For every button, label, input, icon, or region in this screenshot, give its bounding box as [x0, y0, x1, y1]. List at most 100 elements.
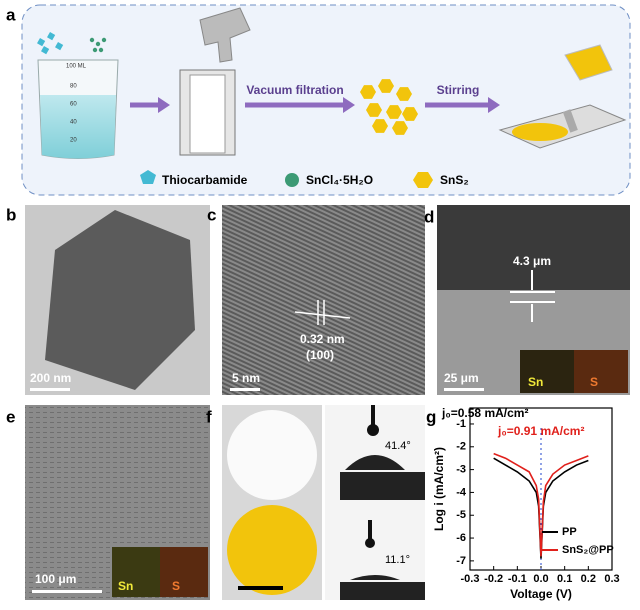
angle-text: 41.4° [385, 440, 411, 452]
plane-text: (100) [306, 348, 334, 362]
element-text: Sn [118, 579, 133, 593]
arrow [488, 97, 500, 113]
flake [392, 121, 408, 135]
annotation: j₀=0.58 mA/cm² [441, 406, 528, 420]
x-tick-label: 0.2 [581, 573, 596, 585]
crystal [41, 46, 50, 55]
scale-bar [238, 586, 283, 590]
y-tick-label: -2 [456, 441, 466, 453]
beaker-mark: 100 ML [66, 64, 87, 70]
funnel [199, 7, 251, 63]
thickness-text: 4.3 μm [513, 254, 551, 268]
contact-angle-images [325, 405, 425, 600]
slurry [512, 123, 568, 141]
crystal [95, 41, 101, 47]
crystal [92, 47, 98, 53]
arrow [158, 97, 170, 113]
panel-label: e [6, 407, 15, 426]
sns2-sheet [45, 210, 195, 390]
crystal [101, 37, 107, 43]
panel-a-frame [21, 4, 631, 196]
y-tick-label: -4 [456, 486, 467, 498]
series-line [493, 452, 589, 557]
sns2-disc [227, 505, 317, 595]
crystal [47, 32, 56, 41]
blade [562, 109, 578, 133]
flake [378, 79, 394, 93]
thickness-marker [510, 270, 555, 322]
step-label: Vacuum filtration [246, 83, 343, 97]
x-tick-label: 0.3 [604, 573, 619, 585]
flake [396, 87, 412, 101]
arrow [343, 97, 355, 113]
element-text: Sn [528, 375, 543, 389]
crystal [98, 47, 104, 53]
crystal [89, 37, 95, 43]
chart-g: -0.3 -0.2 -0.1 0.0 0.1 0.2 0.3 -1 -2 -3 -4 -5 -6 -7 Vo… [432, 406, 619, 601]
pp-disc [227, 410, 317, 500]
flake [366, 103, 382, 117]
beaker-mark: 80 [70, 84, 77, 90]
legend-text: SnCl₄·5H₂O [306, 173, 373, 187]
drop [365, 538, 375, 548]
legend-icon [413, 172, 433, 188]
filter-membrane [189, 74, 226, 154]
x-tick-label: -0.2 [484, 573, 503, 585]
scale-text: 200 nm [30, 371, 71, 385]
droplet [340, 575, 425, 600]
panel-label: a [6, 5, 16, 24]
panel-label: c [207, 205, 216, 224]
y-axis-title: Log i (mA/cm²) [432, 447, 446, 531]
x-tick-label: 0.0 [533, 573, 548, 585]
legend-text: SnS₂ [440, 173, 469, 187]
beaker-marks: 100 ML 80 60 40 20 [66, 64, 87, 144]
drop [367, 424, 379, 436]
flake [386, 105, 402, 119]
y-tick-label: -1 [456, 418, 466, 430]
legend-icon [285, 173, 299, 187]
flake [372, 119, 388, 133]
x-tick-label: -0.1 [508, 573, 527, 585]
scale-bar [444, 388, 484, 391]
needle [368, 405, 375, 540]
sns2-flakes [360, 79, 418, 135]
element-text: S [172, 579, 180, 593]
beaker-mark: 20 [70, 138, 77, 144]
droplet [340, 455, 425, 500]
scale-text: 5 nm [232, 371, 260, 385]
legend-icon [140, 170, 156, 184]
x-tick-label: -0.3 [461, 573, 480, 585]
scale-bar [32, 590, 102, 593]
legend-text: Thiocarbamide [162, 173, 248, 187]
y-tick-label: -3 [456, 464, 466, 476]
scale-bar [230, 388, 260, 391]
panel-label: b [6, 205, 16, 224]
crystal [37, 38, 46, 47]
step-label: Stirring [437, 83, 480, 97]
background [437, 205, 630, 290]
y-tick-label: -5 [456, 509, 466, 521]
flake [360, 85, 376, 99]
spacing-marker [294, 300, 351, 325]
beaker-mark: 60 [70, 102, 77, 108]
panel-label: g [426, 407, 436, 426]
scale-text: 25 μm [444, 371, 479, 385]
panel-label: d [424, 207, 434, 226]
beaker-pour [564, 44, 613, 81]
y-tick-label: -7 [456, 555, 466, 567]
crystal [55, 42, 64, 51]
panel-label: f [206, 407, 212, 426]
element-text: S [590, 375, 598, 389]
eds-map [574, 350, 628, 393]
beaker-mark: 40 [70, 120, 77, 126]
spacing-text: 0.32 nm [300, 332, 345, 346]
scale-text: 100 μm [35, 572, 76, 586]
legend-label: PP [562, 526, 577, 538]
flake [402, 107, 418, 121]
x-axis-title: Voltage (V) [510, 587, 572, 601]
annotation: j₀=0.91 mA/cm² [497, 424, 584, 438]
legend-label: SnS₂@PP [562, 544, 614, 556]
y-tick-label: -6 [456, 532, 466, 544]
series-line [493, 457, 589, 559]
